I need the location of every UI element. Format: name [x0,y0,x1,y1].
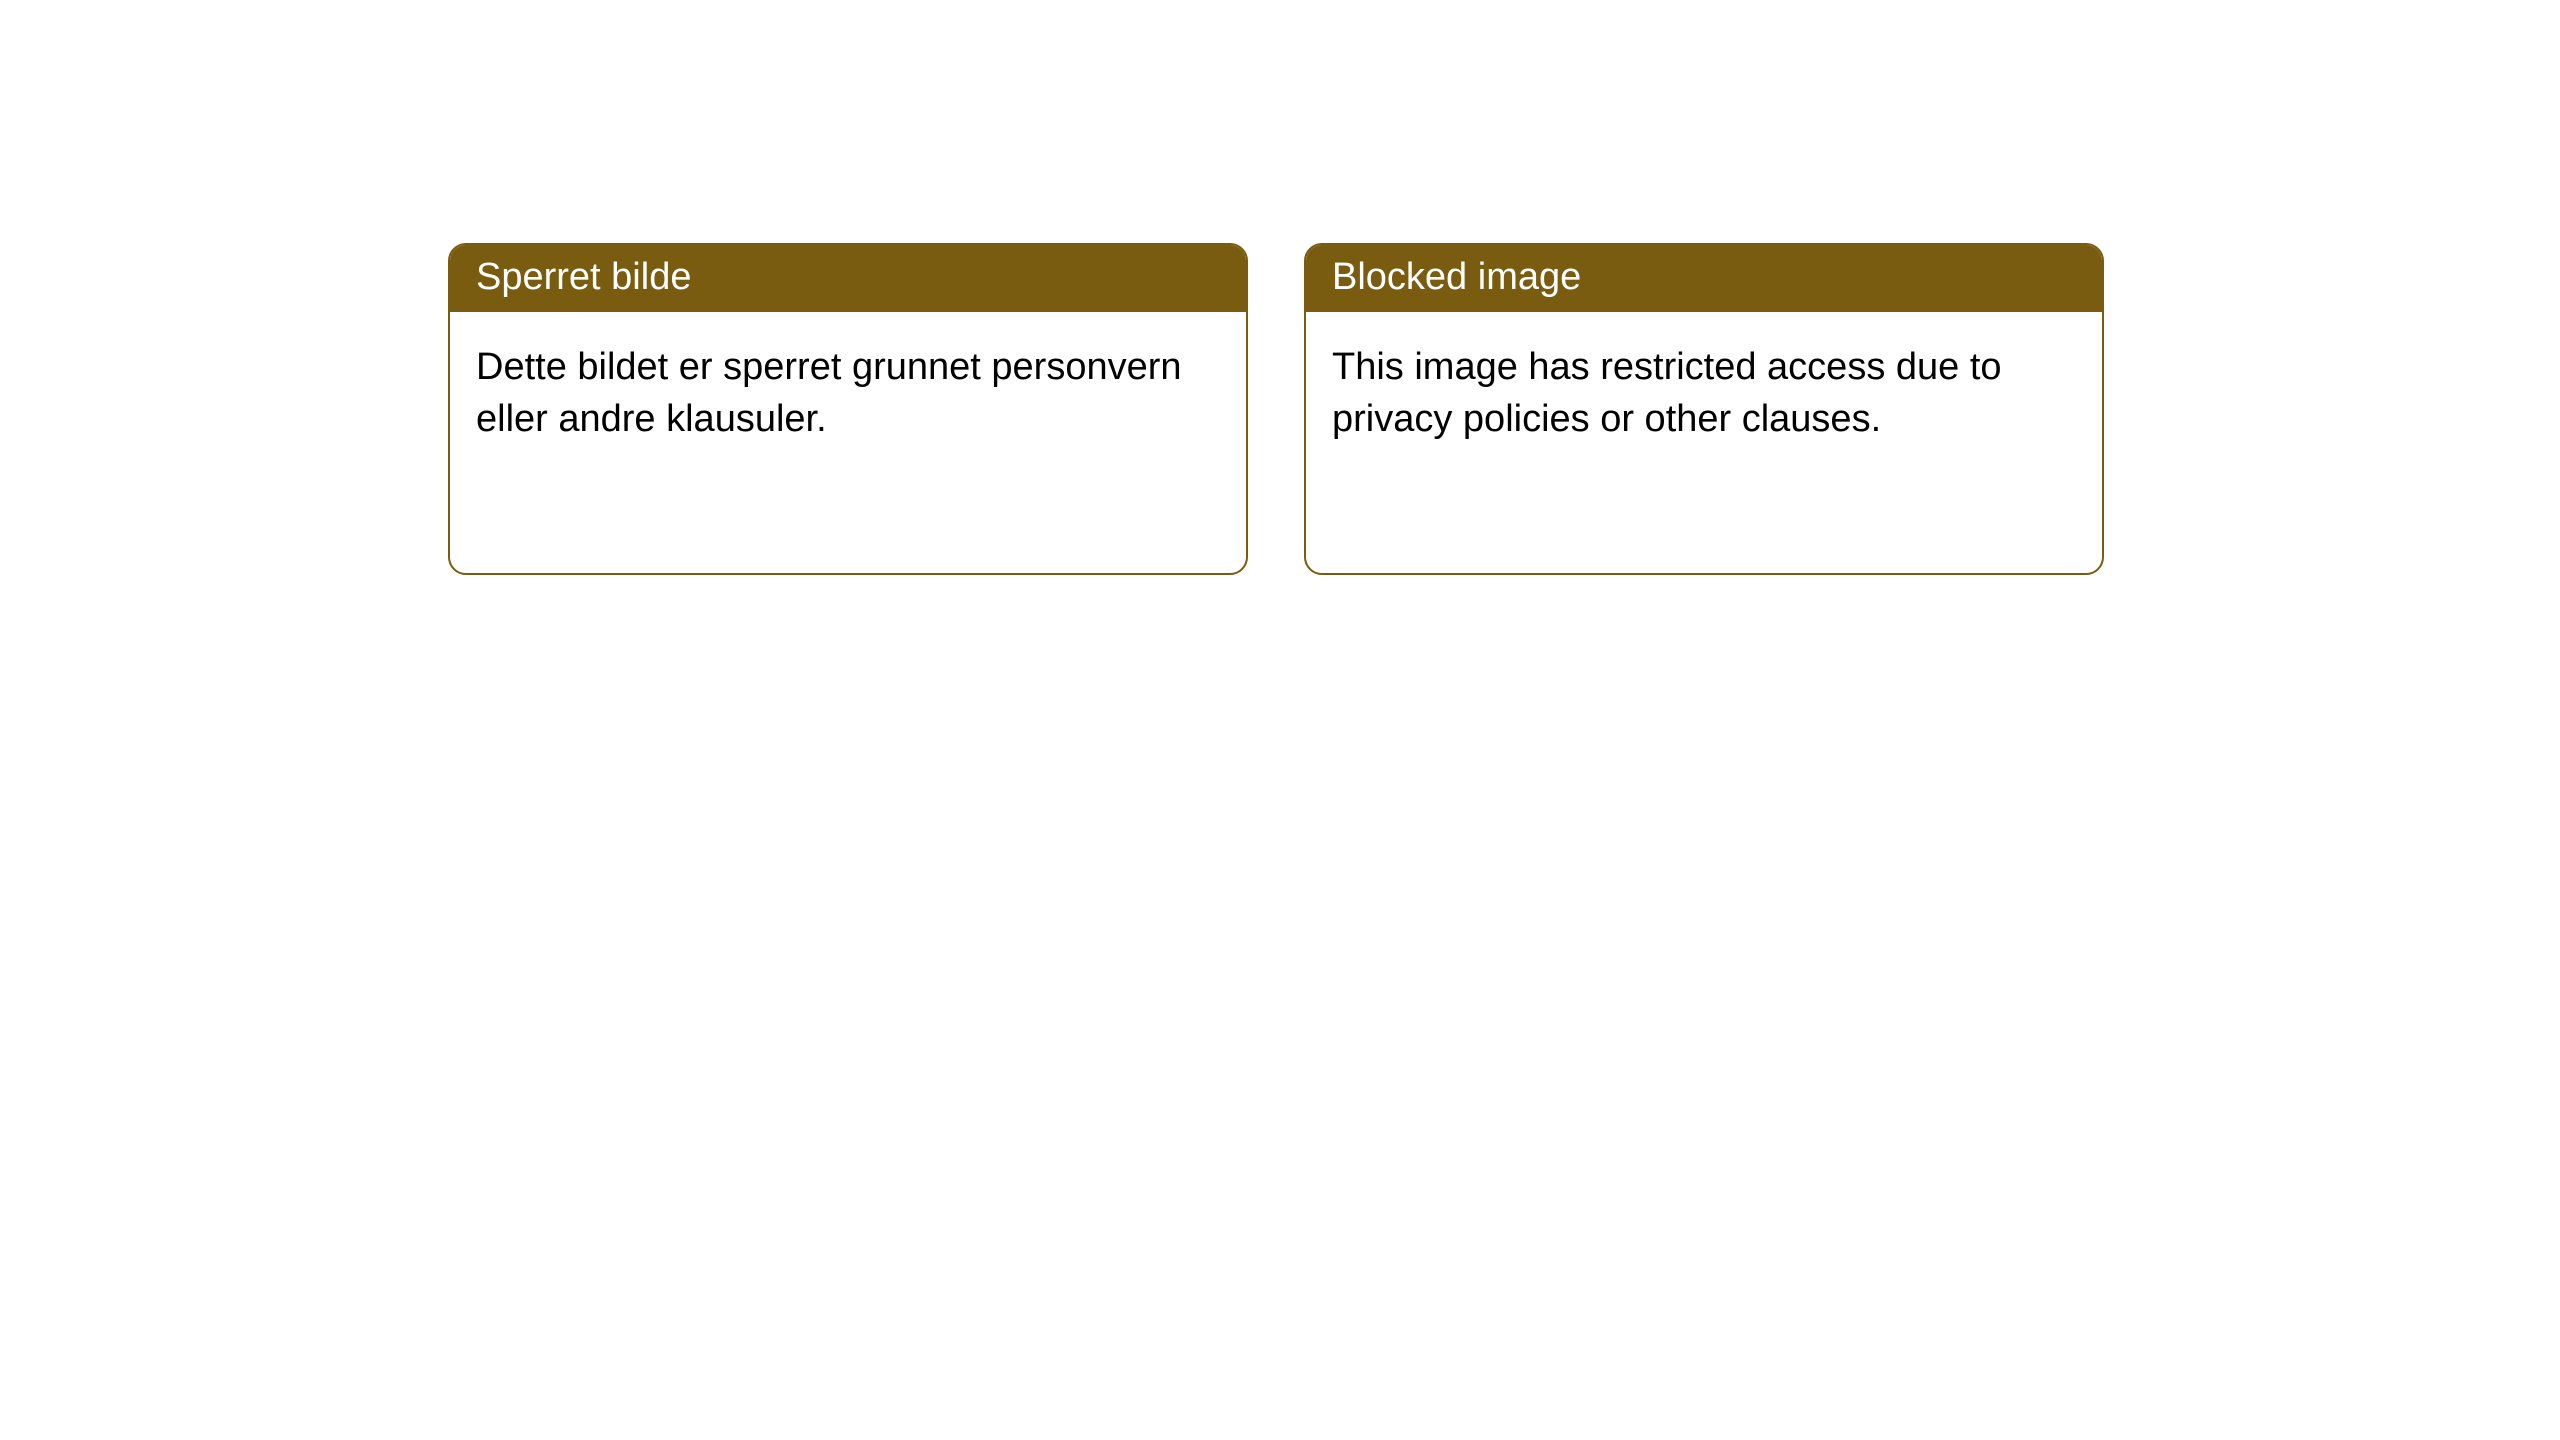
card-body: This image has restricted access due to … [1306,312,2102,475]
card-header: Sperret bilde [450,245,1246,312]
card-title: Sperret bilde [476,256,691,298]
card-header: Blocked image [1306,245,2102,312]
card-message: Dette bildet er sperret grunnet personve… [476,346,1182,439]
notice-container: Sperret bilde Dette bildet er sperret gr… [0,0,2560,575]
card-message: This image has restricted access due to … [1332,346,2002,439]
card-title: Blocked image [1332,256,1581,298]
card-body: Dette bildet er sperret grunnet personve… [450,312,1246,475]
blocked-image-card-no: Sperret bilde Dette bildet er sperret gr… [448,243,1248,575]
blocked-image-card-en: Blocked image This image has restricted … [1304,243,2104,575]
